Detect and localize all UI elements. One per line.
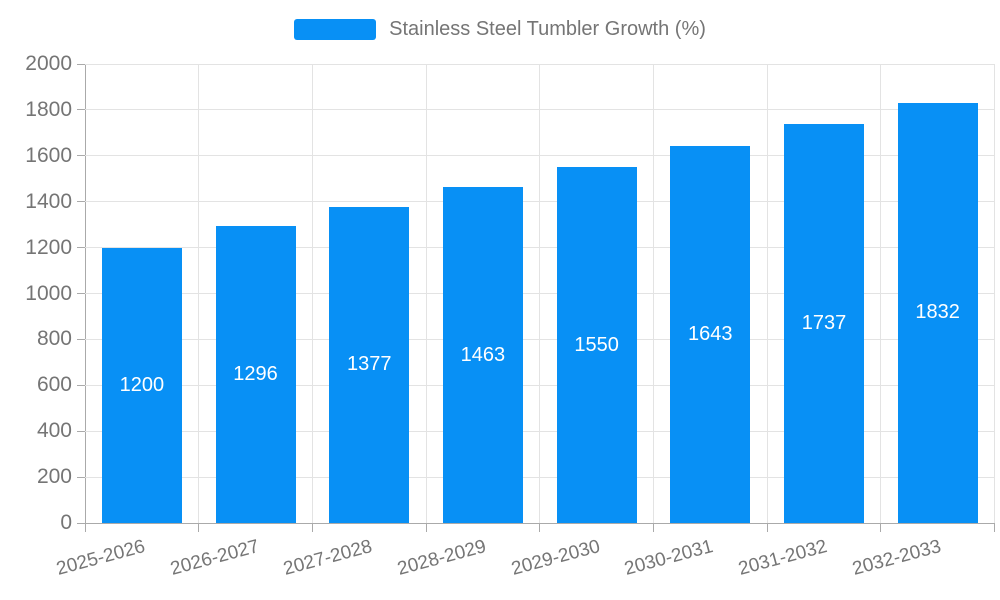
y-axis-tick-label: 400	[36, 419, 72, 443]
x-axis-tick	[994, 523, 995, 532]
y-axis-tick-label: 0	[60, 511, 72, 534]
y-axis-line	[85, 64, 86, 524]
gridline-vertical	[652, 64, 654, 523]
bar: 1737	[783, 124, 864, 523]
y-axis-tick	[77, 293, 85, 294]
bar: 1296	[215, 225, 296, 523]
bar: 1377	[329, 206, 410, 523]
gridline-vertical	[994, 64, 995, 523]
bar: 1463	[442, 187, 523, 523]
y-axis-tick	[77, 338, 85, 340]
y-axis-tick-label: 800	[36, 327, 72, 351]
y-axis-tick	[77, 384, 85, 386]
y-axis-tick-label: 1400	[25, 189, 72, 213]
bar-value-label: 1377	[346, 353, 392, 376]
x-axis-tick	[311, 523, 313, 532]
y-axis-tick-label: 1800	[25, 97, 72, 121]
bar: 1550	[556, 167, 637, 523]
y-axis-tick	[77, 522, 85, 524]
x-axis-tick	[425, 523, 427, 532]
gridline-vertical	[425, 64, 427, 523]
bar-value-label: 1200	[119, 373, 165, 396]
legend-swatch	[294, 19, 377, 40]
x-axis-tick	[880, 523, 882, 532]
x-axis-tick	[539, 523, 541, 532]
x-axis-tick	[198, 523, 200, 532]
y-axis-tick	[77, 155, 85, 157]
legend[interactable]: Stainless Steel Tumbler Growth (%)	[0, 18, 1000, 41]
y-axis-tick	[77, 476, 85, 478]
bar-value-label: 1463	[460, 343, 506, 366]
x-axis-tick	[84, 523, 86, 532]
y-axis-tick-label: 600	[36, 373, 72, 397]
bar: 1832	[897, 102, 978, 523]
gridline-vertical	[766, 64, 768, 523]
bar: 1200	[101, 247, 182, 523]
bar-value-label: 1643	[688, 322, 733, 345]
bar: 1643	[670, 145, 751, 523]
gridline-vertical	[539, 64, 541, 523]
gridline-vertical	[311, 64, 313, 523]
gridline-vertical	[198, 64, 200, 523]
bar-value-label: 1296	[233, 362, 278, 385]
x-axis-tick	[766, 523, 768, 532]
bar-value-label: 1737	[801, 312, 847, 335]
y-axis-tick	[77, 63, 85, 65]
y-axis-tick-label: 200	[36, 465, 72, 489]
y-axis-tick	[77, 201, 85, 203]
y-axis-tick	[77, 109, 85, 111]
y-axis-tick	[77, 247, 85, 249]
bar-value-label: 1550	[574, 333, 619, 356]
y-axis-tick-label: 1600	[25, 143, 72, 167]
y-axis-tick-label: 1000	[25, 281, 72, 305]
x-axis-tick	[652, 523, 654, 532]
y-axis-tick-label: 1200	[25, 235, 72, 259]
gridline-vertical	[880, 64, 882, 523]
bar-value-label: 1832	[915, 301, 960, 324]
legend-label: Stainless Steel Tumbler Growth (%)	[389, 18, 706, 40]
y-axis-tick	[77, 430, 85, 432]
y-axis-tick-label: 2000	[25, 52, 72, 75]
